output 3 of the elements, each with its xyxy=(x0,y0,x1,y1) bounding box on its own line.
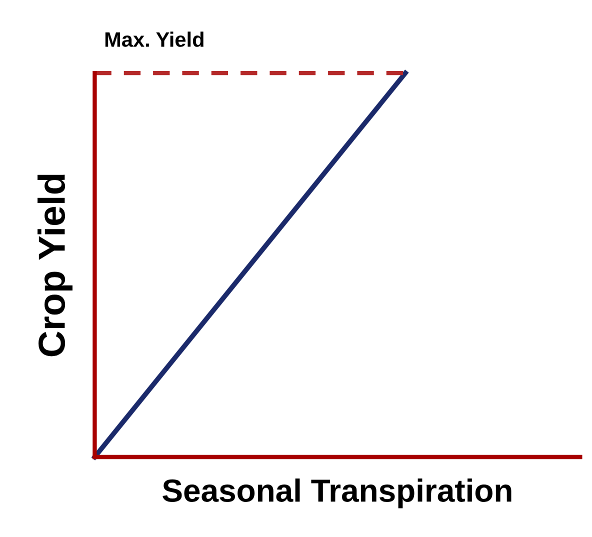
series-label: Max. Yield xyxy=(105,32,204,47)
x-axis-title: Seasonal Transpiration xyxy=(162,478,512,508)
y-axis-title: Crop Yield xyxy=(38,174,72,356)
